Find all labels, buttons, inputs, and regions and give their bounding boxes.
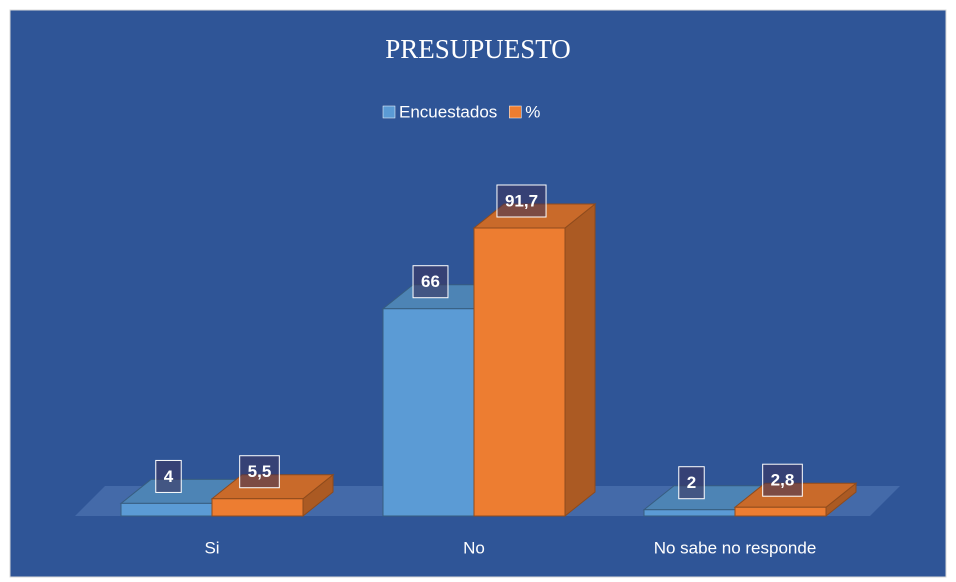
legend-swatch bbox=[509, 105, 522, 119]
data-label-box bbox=[762, 463, 803, 497]
bar-front bbox=[120, 502, 213, 517]
data-label: 2 bbox=[687, 473, 696, 492]
bar-front bbox=[382, 308, 475, 517]
data-label-box bbox=[155, 459, 182, 493]
bar-front bbox=[211, 498, 304, 517]
bar-front bbox=[473, 227, 566, 517]
legend-label: % bbox=[525, 102, 540, 121]
data-label: 91,7 bbox=[505, 191, 538, 210]
data-label-box bbox=[678, 466, 705, 500]
legend-label: Encuestados bbox=[399, 102, 497, 121]
bar-side bbox=[564, 202, 596, 518]
x-tick-label: No bbox=[463, 538, 485, 557]
data-label: 2,8 bbox=[771, 471, 795, 490]
bar-front bbox=[643, 509, 736, 517]
data-label: 4 bbox=[164, 467, 174, 486]
x-tick-label: Si bbox=[204, 538, 219, 557]
bar bbox=[472, 202, 597, 518]
data-label-box bbox=[239, 455, 280, 489]
data-label-box bbox=[412, 265, 449, 299]
data-label: 5,5 bbox=[248, 462, 272, 481]
data-label: 66 bbox=[421, 272, 440, 291]
x-tick-label: No sabe no responde bbox=[654, 538, 817, 557]
chart-title: PRESUPUESTO bbox=[385, 34, 571, 64]
legend-swatch bbox=[382, 105, 396, 119]
bar-front bbox=[734, 506, 827, 517]
data-label-box bbox=[496, 184, 547, 218]
